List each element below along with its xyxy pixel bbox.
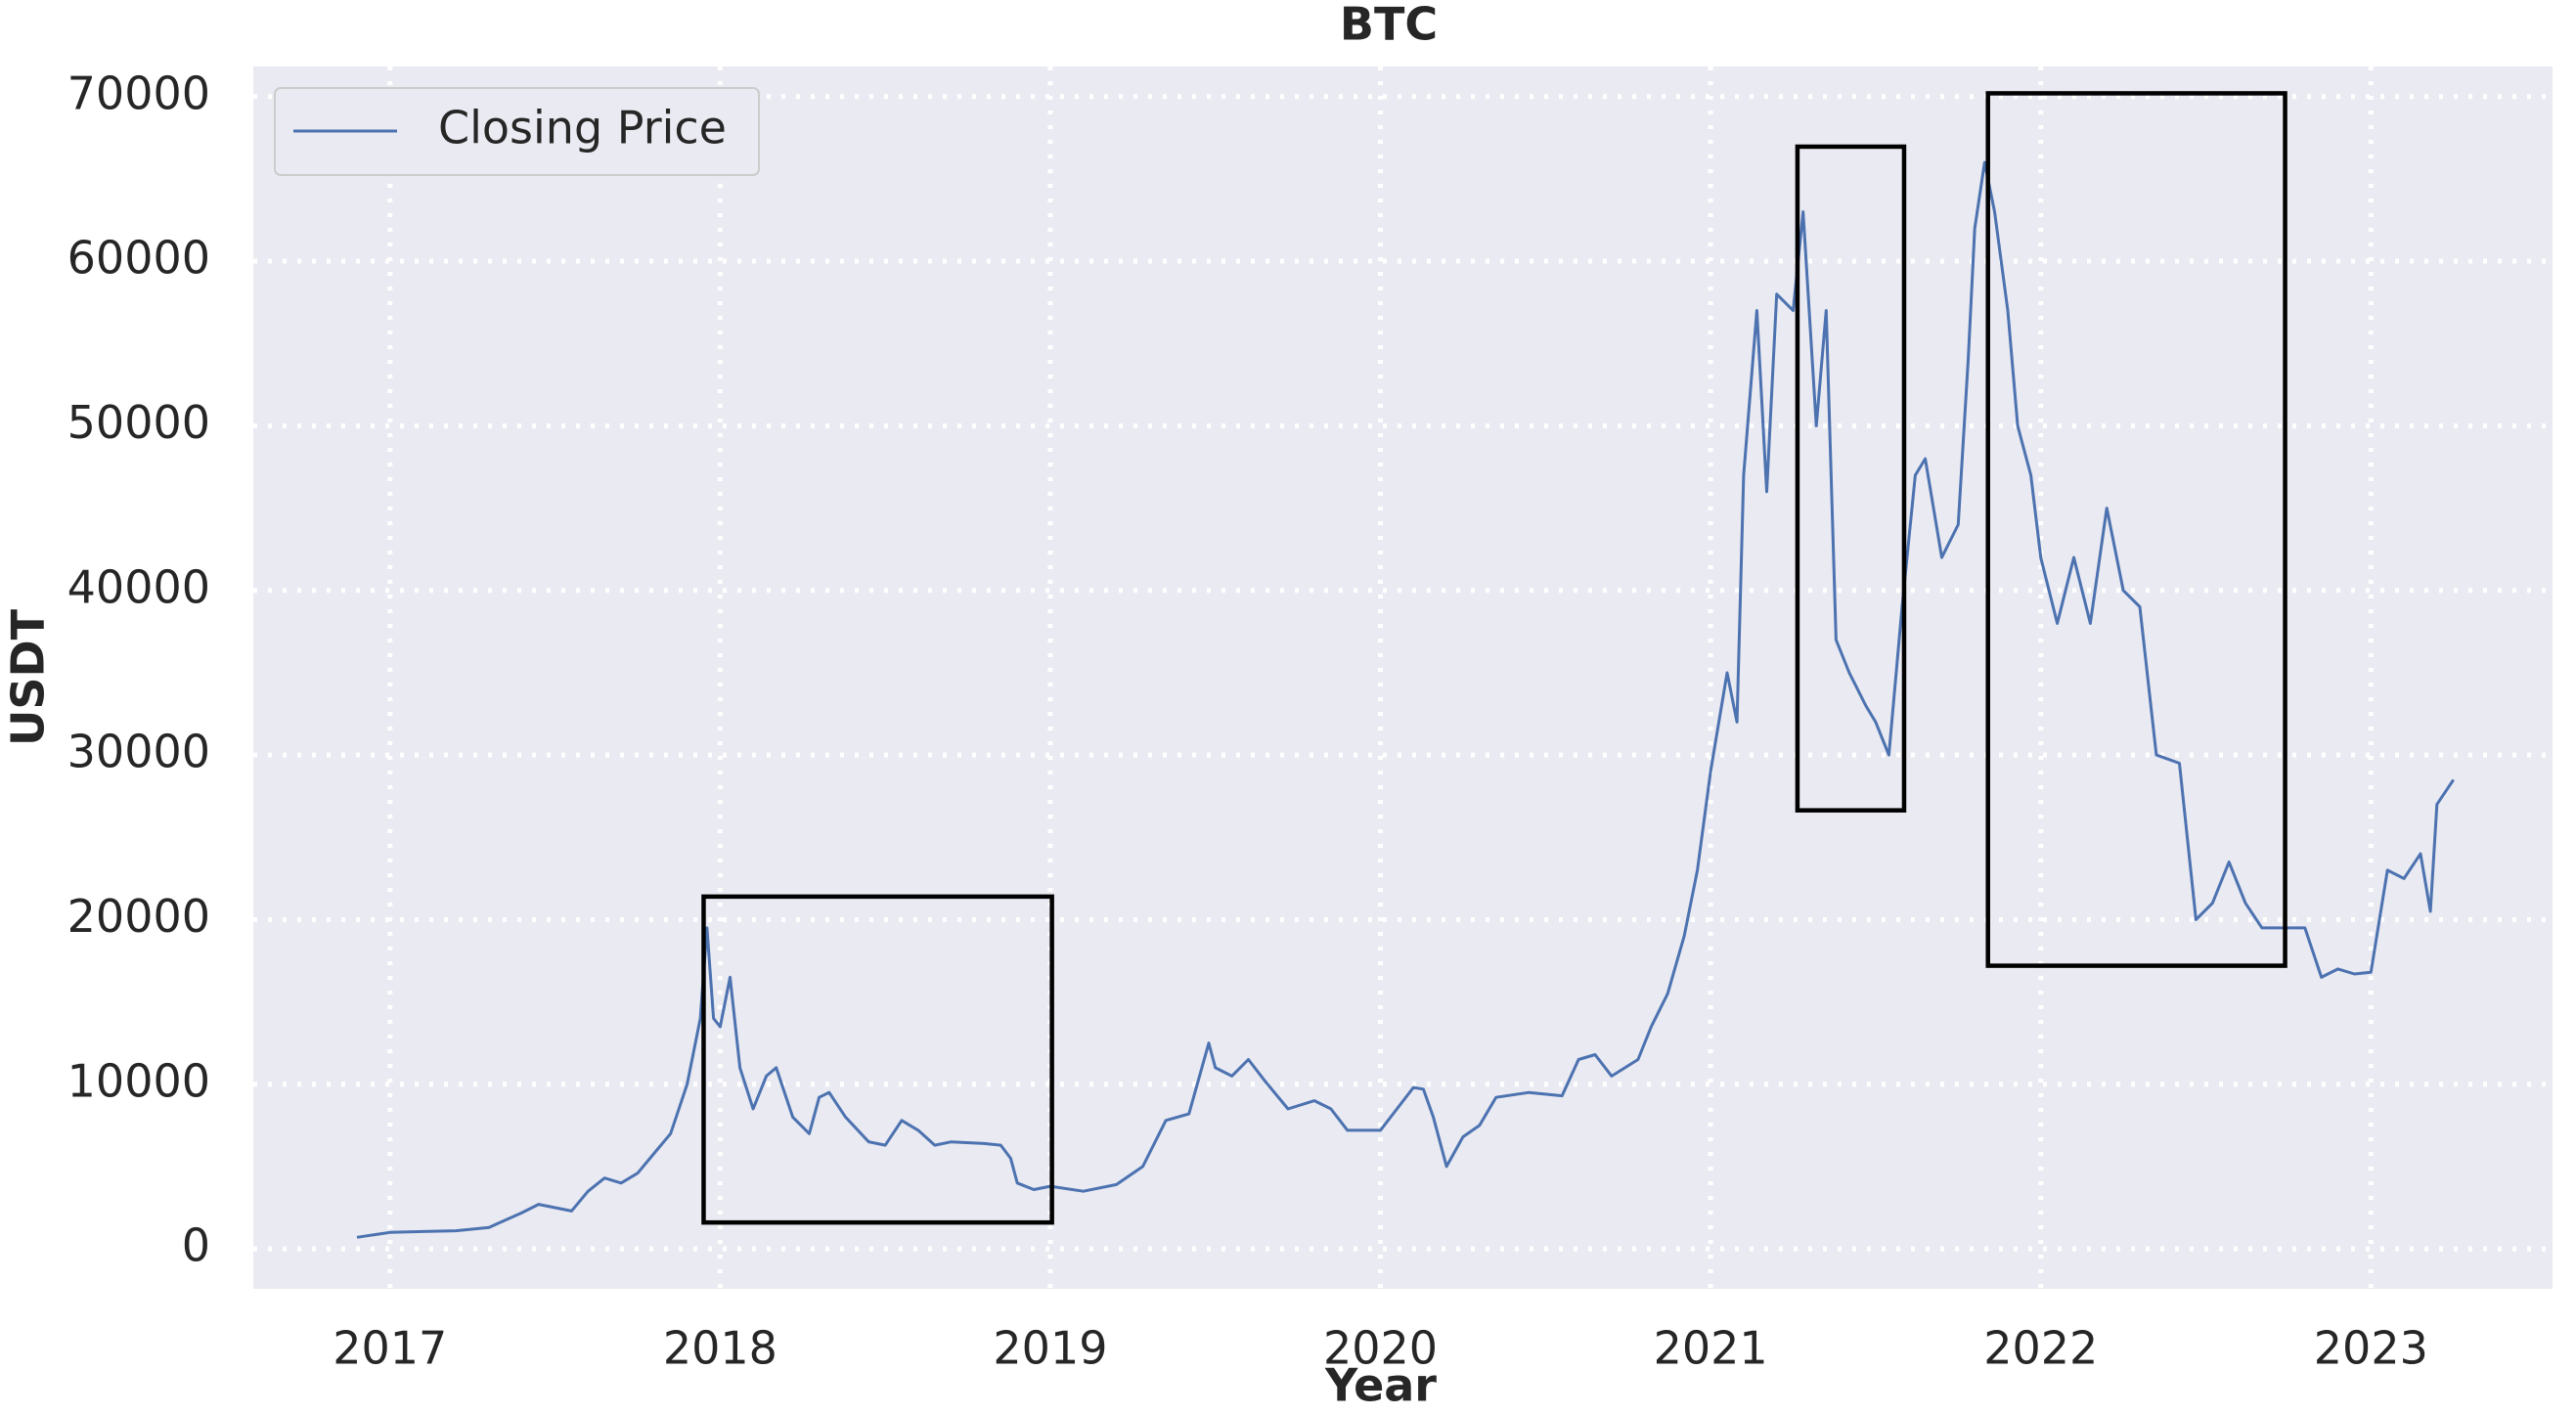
x-axis-label: Year [1324, 1359, 1437, 1412]
y-tick-label: 30000 [67, 726, 210, 778]
y-tick-label: 40000 [67, 560, 210, 613]
x-tick-label: 2023 [2314, 1322, 2428, 1375]
x-tick-label: 2021 [1654, 1322, 1768, 1375]
highlight-box [1795, 144, 1907, 813]
highlight-box [1985, 91, 2287, 968]
chart-title: BTC [1340, 0, 1438, 51]
price-line [356, 160, 2455, 1239]
y-axis-label: USDT [2, 608, 55, 746]
y-tick-label: 50000 [67, 396, 210, 449]
y-tick-label: 20000 [67, 890, 210, 943]
x-tick-label: 2020 [1323, 1322, 1438, 1375]
y-tick-label: 0 [182, 1219, 210, 1272]
highlight-box [701, 894, 1054, 1225]
y-tick-label: 10000 [67, 1054, 210, 1107]
legend-box [274, 87, 760, 176]
x-tick-label: 2018 [663, 1322, 777, 1375]
x-tick-label: 2019 [993, 1322, 1107, 1375]
y-tick-label: 60000 [67, 232, 210, 285]
x-tick-label: 2017 [333, 1322, 447, 1375]
y-tick-label: 70000 [67, 66, 210, 119]
plot-background [253, 66, 2553, 1289]
legend-label: Closing Price [438, 102, 727, 155]
x-tick-label: 2022 [1983, 1322, 2098, 1375]
